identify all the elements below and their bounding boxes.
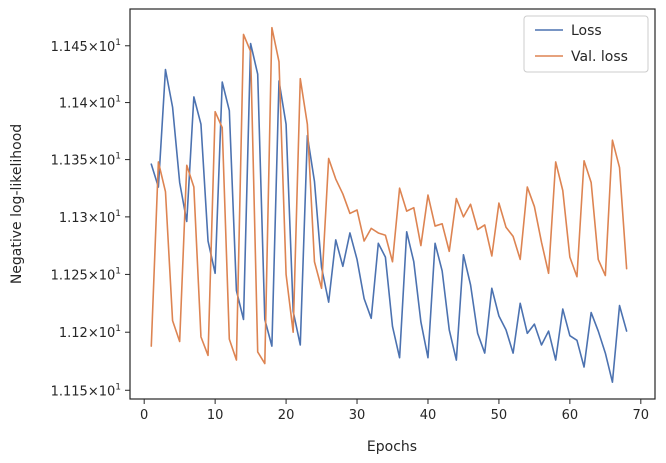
y-tick-label: 1.115×101 xyxy=(51,382,121,399)
series-line-val-loss xyxy=(150,26,628,365)
legend-label-val-loss: Val. loss xyxy=(571,49,628,65)
x-tick-label: 0 xyxy=(140,408,148,423)
series-line-loss xyxy=(150,42,628,383)
y-tick-label: 1.12×101 xyxy=(59,324,121,341)
x-tick-label: 20 xyxy=(278,408,295,423)
plot-frame xyxy=(129,8,656,400)
x-tick-label: 60 xyxy=(562,408,579,423)
x-tick-label: 70 xyxy=(633,408,650,423)
x-tick-label: 50 xyxy=(491,408,508,423)
x-axis: 0 10 20 30 40 50 60 70 xyxy=(140,399,649,423)
series-layer xyxy=(150,26,628,383)
y-axis: 1.115×101 1.12×101 1.125×101 1.13×101 1.135×… xyxy=(51,38,130,399)
legend-label-loss: Loss xyxy=(571,23,602,39)
legend: Loss Val. loss xyxy=(523,15,649,73)
x-tick-label: 10 xyxy=(207,408,224,423)
x-axis-label: Epochs xyxy=(367,439,417,455)
y-tick-label: 1.145×101 xyxy=(51,38,121,55)
y-tick-label: 1.135×101 xyxy=(51,152,121,169)
y-tick-label: 1.125×101 xyxy=(51,266,121,283)
y-tick-label: 1.14×101 xyxy=(59,95,121,112)
y-axis-label: Negative log-likelihood xyxy=(9,124,25,284)
x-tick-label: 30 xyxy=(349,408,366,423)
x-tick-label: 40 xyxy=(420,408,437,423)
y-tick-label: 1.13×101 xyxy=(59,209,121,226)
